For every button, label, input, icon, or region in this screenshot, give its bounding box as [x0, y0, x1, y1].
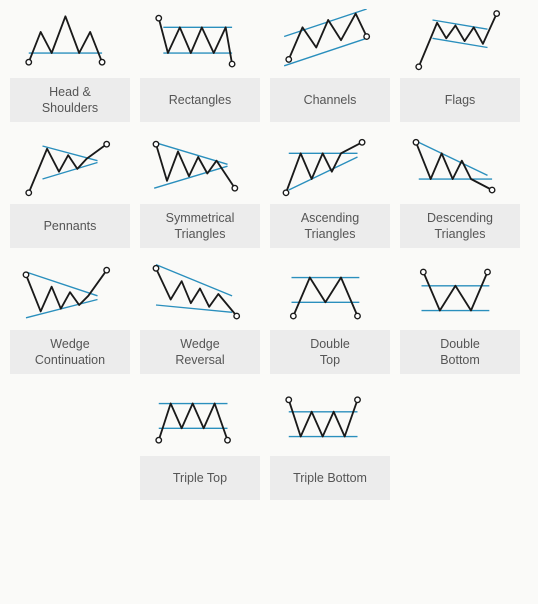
pattern-flags: Flags: [400, 6, 520, 122]
pattern-label: Flags: [400, 78, 520, 122]
pattern-thumb: [10, 258, 130, 330]
pattern-label: Triple Top: [140, 456, 260, 500]
pattern-symmetrical-triangles: Symmetrical Triangles: [140, 132, 260, 248]
pattern-triple-top: Triple Top: [140, 384, 260, 500]
pattern-rectangles: Rectangles: [140, 6, 260, 122]
pattern-label: Pennants: [10, 204, 130, 248]
pattern-thumb: [140, 258, 260, 330]
pattern-label: Head & Shoulders: [10, 78, 130, 122]
pattern-wedge-reversal: Wedge Reversal: [140, 258, 260, 374]
pattern-thumb: [140, 384, 260, 456]
pattern-grid: Head & ShouldersRectanglesChannelsFlags P…: [0, 0, 538, 506]
pattern-thumb: [400, 132, 520, 204]
pattern-thumb: [270, 6, 390, 78]
pattern-thumb: [270, 258, 390, 330]
pattern-descending-triangles: Descending Triangles: [400, 132, 520, 248]
pattern-thumb: [400, 6, 520, 78]
pattern-label: Rectangles: [140, 78, 260, 122]
pattern-label: Triple Bottom: [270, 456, 390, 500]
pattern-thumb: [10, 132, 130, 204]
pattern-channels: Channels: [270, 6, 390, 122]
pattern-label: Wedge Continuation: [10, 330, 130, 374]
pattern-label: Double Top: [270, 330, 390, 374]
pattern-ascending-triangles: Ascending Triangles: [270, 132, 390, 248]
pattern-triple-bottom: Triple Bottom: [270, 384, 390, 500]
pattern-pennants: Pennants: [10, 132, 130, 248]
pattern-label: Descending Triangles: [400, 204, 520, 248]
pattern-thumb: [270, 132, 390, 204]
pattern-label: Wedge Reversal: [140, 330, 260, 374]
pattern-thumb: [400, 258, 520, 330]
pattern-thumb: [140, 6, 260, 78]
pattern-head-shoulders: Head & Shoulders: [10, 6, 130, 122]
pattern-label: Double Bottom: [400, 330, 520, 374]
pattern-label: Symmetrical Triangles: [140, 204, 260, 248]
pattern-double-bottom: Double Bottom: [400, 258, 520, 374]
pattern-label: Ascending Triangles: [270, 204, 390, 248]
pattern-wedge-continuation: Wedge Continuation: [10, 258, 130, 374]
pattern-thumb: [270, 384, 390, 456]
pattern-thumb: [10, 6, 130, 78]
pattern-label: Channels: [270, 78, 390, 122]
pattern-thumb: [140, 132, 260, 204]
pattern-double-top: Double Top: [270, 258, 390, 374]
